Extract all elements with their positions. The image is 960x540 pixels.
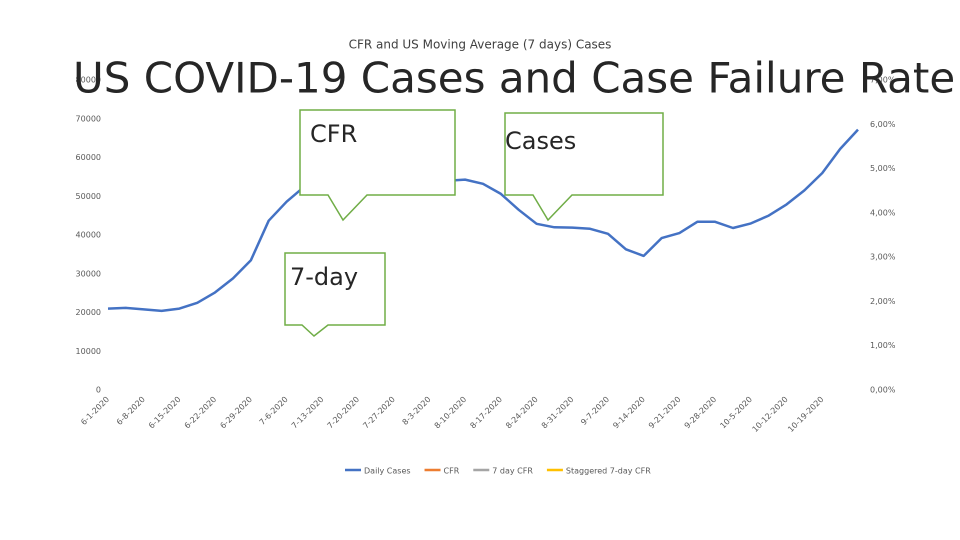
callout-box: [284, 252, 386, 337]
slide-title: US COVID-19 Cases and Case Failure Rate: [73, 54, 955, 103]
legend-label: CFR: [444, 467, 460, 476]
callout-box: [504, 112, 664, 222]
y2-tick-label: 7,00%: [870, 76, 896, 85]
x-tick-label: 9-14-2020: [611, 395, 647, 431]
x-tick-label: 9-28-2020: [683, 395, 719, 431]
y-tick-label: 20000: [76, 308, 101, 317]
y-tick-label: 60000: [76, 153, 101, 162]
x-tick-label: 6-1-2020: [79, 395, 111, 427]
x-tick-label: 10-12-2020: [751, 395, 790, 434]
y2-tick-label: 2,00%: [870, 297, 896, 306]
x-tick-label: 6-15-2020: [147, 395, 183, 431]
callout-text: 7-day: [290, 263, 358, 291]
y-tick-label: 0: [96, 386, 101, 395]
callout-box: [299, 109, 456, 222]
y2-tick-label: 1,00%: [870, 341, 896, 350]
x-tick-label: 7-27-2020: [361, 395, 397, 431]
x-tick-label: 8-31-2020: [540, 395, 576, 431]
x-tick-label: 6-29-2020: [218, 395, 254, 431]
y2-tick-label: 6,00%: [870, 120, 896, 129]
x-tick-label: 6-8-2020: [115, 395, 147, 427]
x-tick-label: 10-19-2020: [786, 395, 825, 434]
callout-text: CFR: [310, 120, 357, 148]
legend-label: Daily Cases: [364, 467, 411, 476]
x-tick-label: 7-6-2020: [258, 395, 290, 427]
y2-tick-label: 0,00%: [870, 386, 896, 395]
x-tick-label: 9-7-2020: [579, 395, 611, 427]
x-tick-label: 7-20-2020: [326, 395, 362, 431]
x-tick-label: 6-22-2020: [183, 395, 219, 431]
y-tick-label: 80000: [76, 76, 101, 85]
x-tick-label: 8-24-2020: [504, 395, 540, 431]
y-tick-label: 10000: [76, 347, 101, 356]
overlay: US COVID-19 Cases and Case Failure Rate …: [73, 54, 955, 337]
y2-tick-label: 4,00%: [870, 208, 896, 217]
legend-label: 7 day CFR: [492, 467, 533, 476]
x-tick-label: 8-10-2020: [433, 395, 469, 431]
chart-title: CFR and US Moving Average (7 days) Cases: [349, 38, 612, 52]
y-tick-label: 70000: [76, 114, 101, 123]
x-tick-label: 9-21-2020: [647, 395, 683, 431]
data-line: [107, 128, 859, 313]
y2-tick-label: 3,00%: [870, 253, 896, 262]
callout-text: Cases: [505, 127, 576, 155]
x-tick-label: 10-5-2020: [718, 395, 754, 431]
y2-tick-label: 5,00%: [870, 164, 896, 173]
y-tick-label: 30000: [76, 269, 101, 278]
y-tick-label: 40000: [76, 231, 101, 240]
y-tick-label: 50000: [76, 192, 101, 201]
x-tick-label: 8-3-2020: [401, 395, 433, 427]
x-tick-label: 7-13-2020: [290, 395, 326, 431]
legend-label: Staggered 7-day CFR: [566, 467, 651, 476]
x-tick-label: 8-17-2020: [468, 395, 504, 431]
plot: 0 10000 20000 30000 40000 50000 60000 70000 8000…: [76, 76, 896, 476]
